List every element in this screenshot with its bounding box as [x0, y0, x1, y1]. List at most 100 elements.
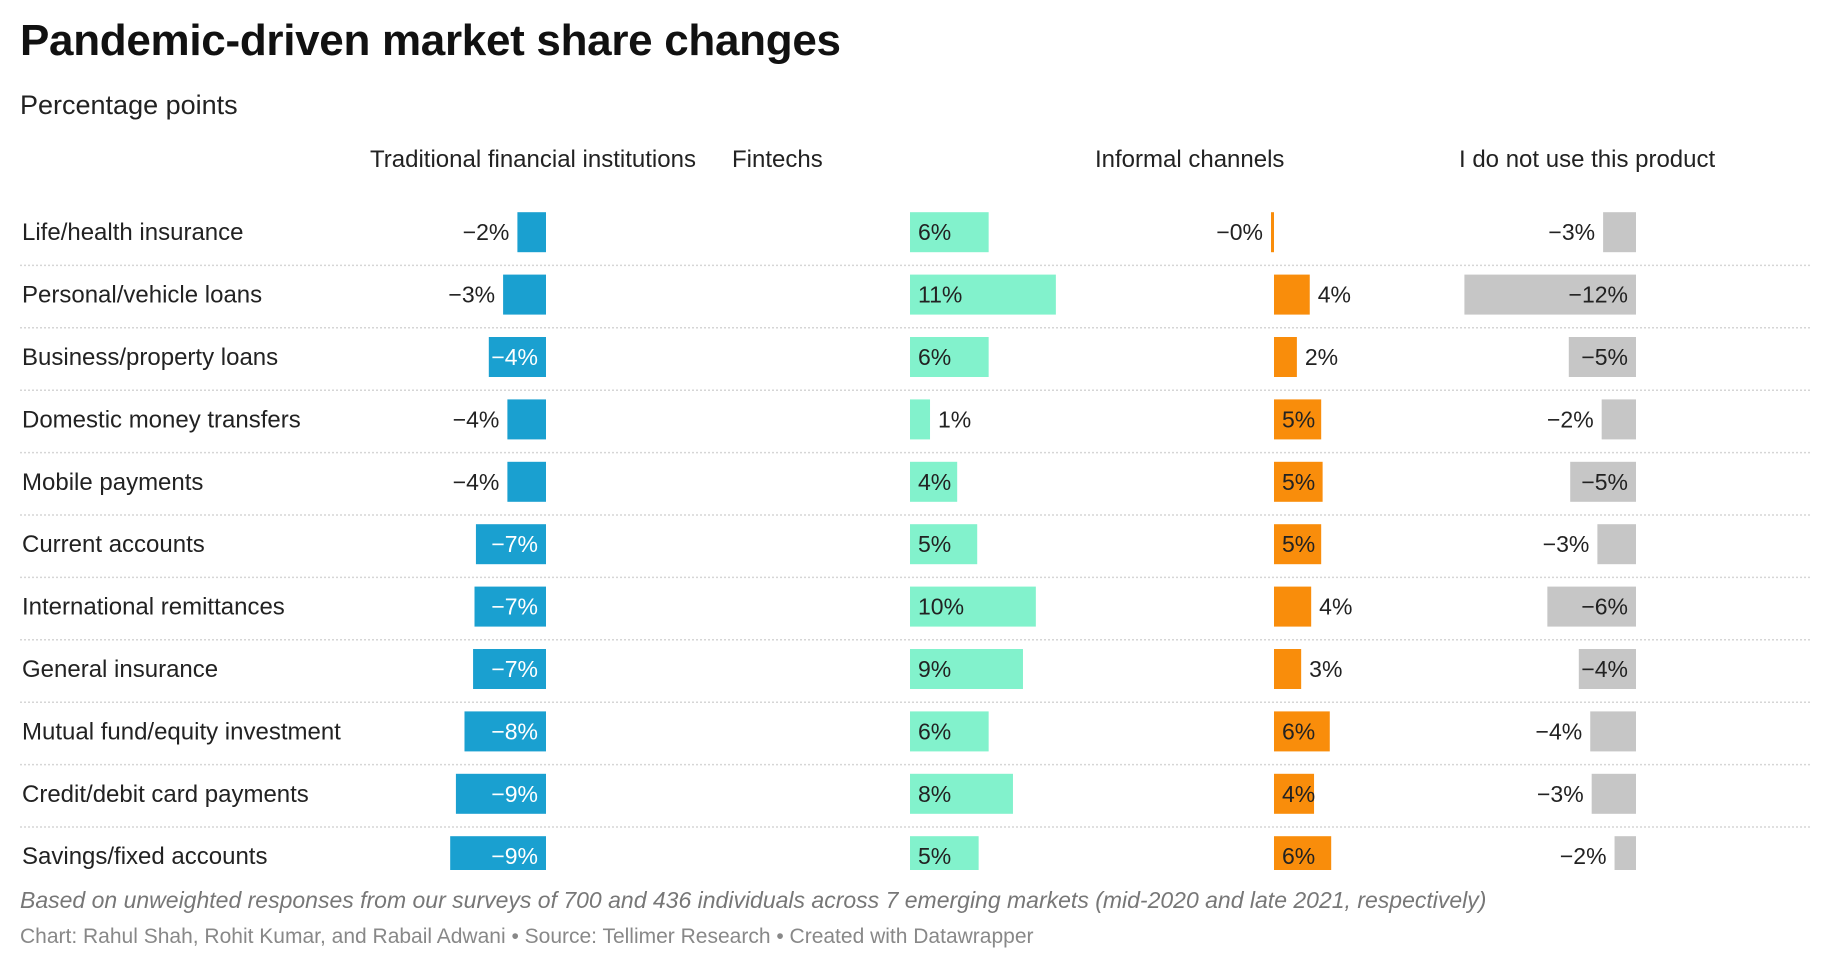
value-label-traditional: −3% [448, 282, 495, 308]
bar-nonuse [1578, 649, 1636, 689]
value-label-nonuse: −4% [1581, 656, 1628, 682]
bar-informal [1274, 274, 1310, 315]
value-label-traditional: −7% [491, 656, 538, 682]
bar-fintech [910, 711, 989, 752]
column-header-informal: Informal channels [1095, 146, 1285, 173]
bar-traditional [473, 649, 546, 689]
bar-fintech [910, 773, 1013, 814]
value-label-traditional: −4% [491, 344, 538, 370]
value-label-nonuse: −6% [1581, 594, 1628, 620]
value-label-fintech: 10% [918, 594, 964, 620]
row-label: Mutual fund/equity investment [22, 718, 341, 745]
bar-traditional [475, 524, 546, 565]
bar-informal [1274, 711, 1330, 752]
bar-nonuse [1603, 212, 1636, 253]
value-label-informal: −0% [1216, 219, 1263, 245]
value-label-nonuse: −4% [1536, 718, 1583, 744]
row-label: Business/property loans [22, 344, 278, 371]
credits: Chart: Rahul Shah, Rohit Kumar, and Raba… [20, 925, 1034, 948]
bar-informal [1274, 773, 1315, 814]
value-label-informal: 2% [1305, 344, 1338, 370]
value-label-nonuse: −2% [1560, 843, 1607, 869]
column-header-nonuse: I do not use this product [1459, 146, 1716, 173]
bar-traditional [488, 337, 546, 377]
value-label-informal: 5% [1282, 406, 1315, 432]
bar-traditional [464, 711, 546, 752]
bar-traditional [450, 836, 546, 870]
bar-fintech [910, 649, 1023, 689]
row-label: Personal/vehicle loans [22, 282, 262, 309]
value-label-fintech: 1% [938, 406, 971, 432]
row-label: Mobile payments [22, 469, 203, 496]
chart-title: Pandemic-driven market share changes [20, 16, 841, 65]
bar-nonuse [1597, 524, 1636, 565]
bar-fintech [910, 212, 989, 253]
column-header-traditional: Traditional financial institutions [370, 146, 696, 173]
bar-nonuse [1601, 399, 1636, 440]
value-label-nonuse: −3% [1537, 781, 1584, 807]
bar-informal [1271, 212, 1274, 253]
row-label: Savings/fixed accounts [22, 843, 267, 870]
bar-chart: Life/health insurance −2% 6% −0% −3% Personal… [20, 212, 1810, 870]
row-label: Credit/debit card payments [22, 781, 309, 808]
value-label-fintech: 4% [918, 469, 951, 495]
value-label-fintech: 8% [918, 781, 951, 807]
value-label-informal: 6% [1282, 843, 1315, 869]
value-label-traditional: −7% [491, 531, 538, 557]
bar-traditional [517, 212, 546, 253]
value-label-nonuse: −3% [1548, 219, 1595, 245]
bar-fintech [910, 399, 931, 440]
footnote: Based on unweighted responses from our s… [20, 887, 1487, 913]
value-label-traditional: −9% [491, 781, 538, 807]
row-label: Domestic money transfers [22, 406, 301, 433]
bar-traditional [474, 586, 546, 627]
value-label-informal: 5% [1282, 531, 1315, 557]
bar-traditional [507, 461, 546, 502]
bar-traditional [507, 399, 546, 440]
bar-informal [1274, 649, 1302, 689]
value-label-traditional: −9% [491, 843, 538, 869]
value-label-fintech: 9% [918, 656, 951, 682]
value-label-informal: 4% [1319, 594, 1352, 620]
bar-fintech [910, 524, 978, 565]
value-label-traditional: −4% [453, 469, 500, 495]
bar-traditional [455, 773, 546, 814]
value-label-informal: 4% [1318, 282, 1351, 308]
bar-traditional [503, 274, 546, 315]
bar-nonuse [1568, 337, 1636, 377]
value-label-traditional: −7% [491, 594, 538, 620]
value-label-fintech: 5% [918, 531, 951, 557]
bar-fintech [910, 461, 958, 502]
chart-subtitle: Percentage points [20, 90, 238, 120]
value-label-informal: 4% [1282, 781, 1315, 807]
value-label-fintech: 6% [918, 219, 951, 245]
bar-nonuse [1547, 586, 1636, 627]
bar-fintech [910, 337, 989, 377]
value-label-informal: 6% [1282, 718, 1315, 744]
bar-informal [1274, 337, 1297, 377]
column-header-fintechs: Fintechs [732, 146, 823, 173]
value-label-traditional: −4% [453, 406, 500, 432]
bar-fintech [910, 586, 1036, 627]
row-label: Life/health insurance [22, 219, 243, 246]
bar-informal [1274, 399, 1322, 440]
bar-fintech [910, 836, 979, 870]
row-label: International remittances [22, 594, 285, 621]
bar-nonuse [1590, 711, 1636, 752]
value-label-fintech: 5% [918, 843, 951, 869]
bar-informal [1274, 836, 1332, 870]
bar-nonuse [1614, 836, 1636, 870]
bar-fintech [910, 274, 1056, 315]
bar-informal [1274, 586, 1312, 627]
value-label-nonuse: −5% [1581, 469, 1628, 495]
value-label-nonuse: −5% [1581, 344, 1628, 370]
value-label-fintech: 6% [918, 718, 951, 744]
bar-informal [1274, 524, 1322, 565]
bar-nonuse [1570, 461, 1636, 502]
value-label-informal: 5% [1282, 469, 1315, 495]
value-label-traditional: −2% [463, 219, 510, 245]
row-label: Current accounts [22, 531, 205, 558]
row-label: General insurance [22, 656, 218, 683]
value-label-nonuse: −2% [1547, 406, 1594, 432]
bar-informal [1274, 461, 1323, 502]
